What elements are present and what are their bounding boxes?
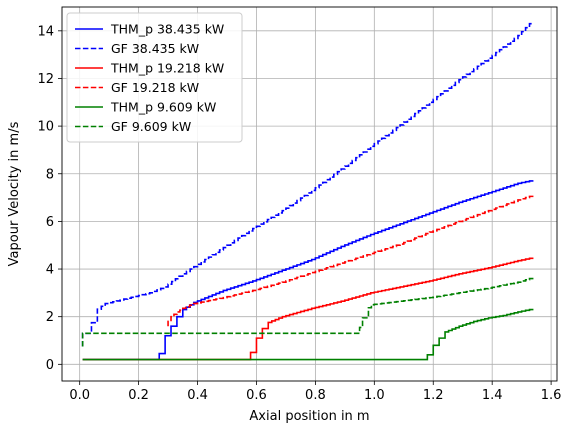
legend-label: THM_p 9.609 kW <box>110 100 216 115</box>
grid <box>62 7 557 381</box>
plot-frame <box>61 6 558 382</box>
y-tick-label: 0 <box>46 358 54 373</box>
y-tick-label: 14 <box>37 24 54 39</box>
legend-label: THM_p 19.218 kW <box>110 61 224 76</box>
legend-box <box>66 12 243 143</box>
series-line-5 <box>82 308 534 361</box>
y-tick-label: 4 <box>46 263 54 278</box>
y-axis-title: Vapour Velocity in m/s <box>7 121 22 266</box>
x-tick-label: 0.2 <box>128 388 149 403</box>
series-line-3 <box>82 257 534 361</box>
legend: THM_p 38.435 kW GF 38.435 kW THM_p 19.218 … <box>66 12 243 143</box>
y-tick-label: 2 <box>46 310 54 325</box>
x-tick-label: 0.4 <box>187 388 208 403</box>
legend-label: GF 9.609 kW <box>111 119 191 134</box>
legend-label: GF 19.218 kW <box>111 80 199 95</box>
x-tick-label: 1.2 <box>423 388 444 403</box>
y-tick-label: 8 <box>46 167 54 182</box>
x-tick-label: 0.8 <box>305 388 326 403</box>
x-tick-label: 0.0 <box>69 388 90 403</box>
legend-label: GF 38.435 kW <box>111 41 199 56</box>
y-tick-label: 6 <box>46 215 54 230</box>
series-line-4 <box>167 195 534 327</box>
series-group <box>81 22 534 361</box>
x-tick-label: 1.4 <box>482 388 503 403</box>
series-line-6 <box>81 277 534 347</box>
series-line-1 <box>82 180 534 361</box>
x-tick-label: 1.6 <box>541 388 562 403</box>
legend-label: THM_p 38.435 kW <box>110 22 224 37</box>
ticks: 0.0 0.2 0.4 0.6 0.8 1.0 1.2 1.4 1.6 0 2 4 6 8 10 12 14 <box>37 24 561 403</box>
x-tick-label: 0.6 <box>246 388 267 403</box>
series-line-2 <box>81 22 534 347</box>
y-tick-label: 12 <box>37 72 54 87</box>
x-tick-label: 1.0 <box>364 388 385 403</box>
x-axis-title: Axial position in m <box>249 409 369 424</box>
y-tick-label: 10 <box>37 120 54 135</box>
